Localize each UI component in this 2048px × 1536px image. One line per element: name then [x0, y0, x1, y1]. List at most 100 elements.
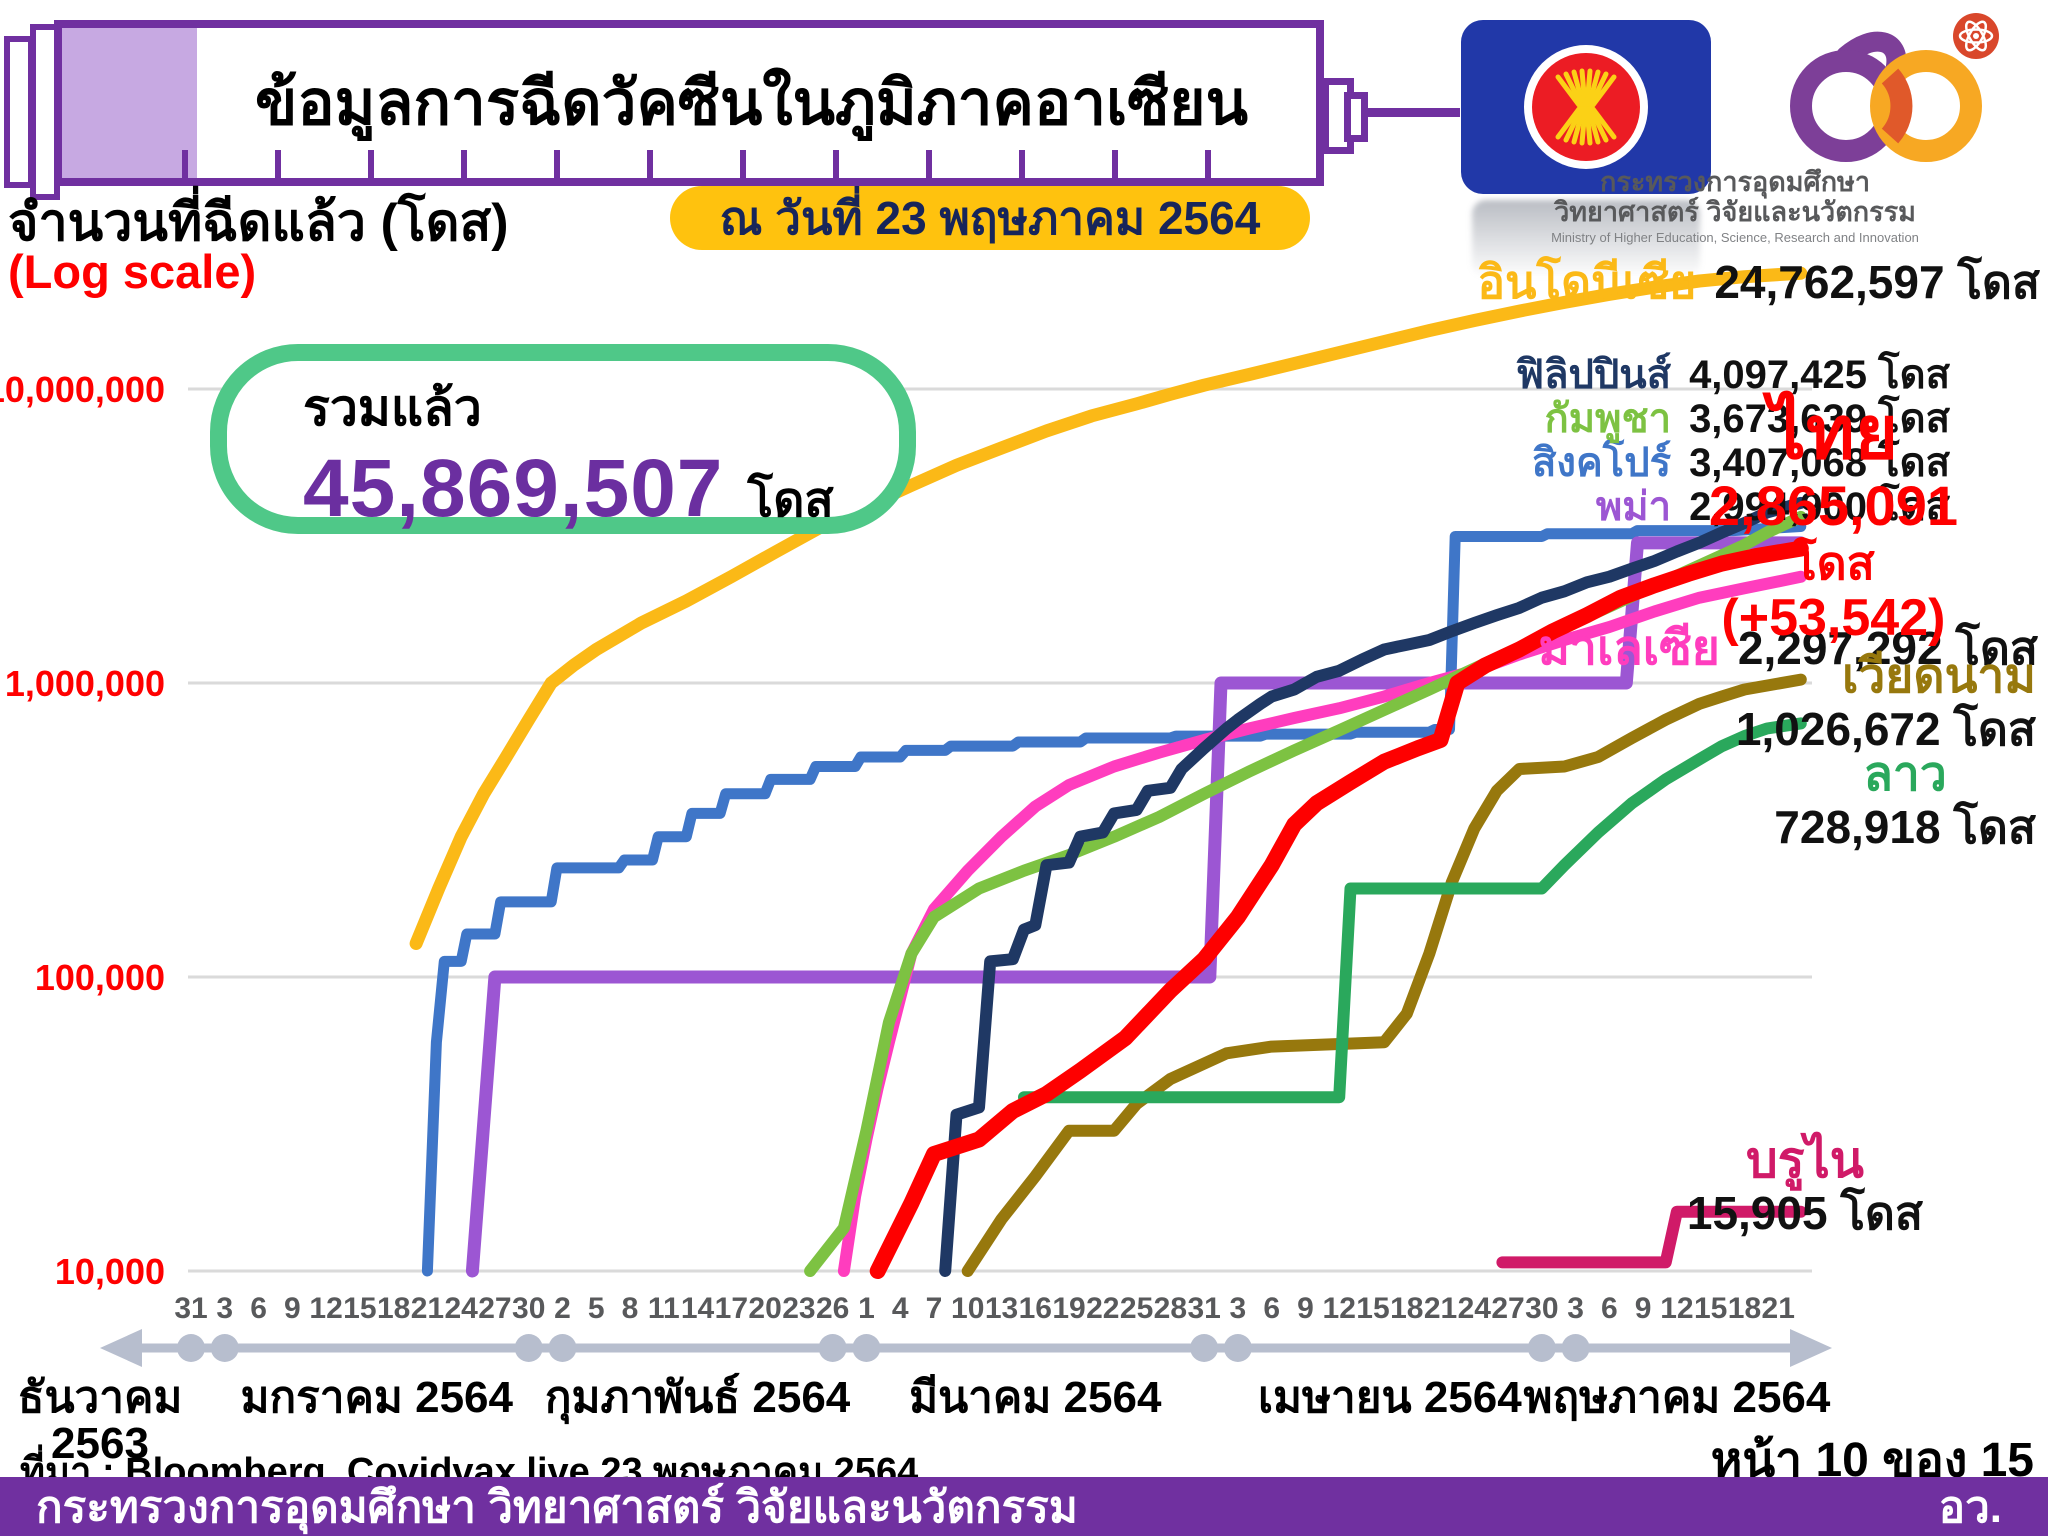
- x-tick-label: 12: [309, 1292, 342, 1325]
- legend-laos: ลาว 728,918 โดส: [1774, 748, 2036, 853]
- x-tick-label: 7: [926, 1292, 943, 1325]
- x-tick-label: 3: [1567, 1292, 1584, 1325]
- x-tick-label: 28: [1154, 1292, 1187, 1325]
- x-tick-label: 5: [588, 1292, 605, 1325]
- legend-name: มาเลเซีย: [1538, 622, 1720, 675]
- y-axis-label: 10,000,000: [0, 369, 165, 410]
- legend-philippines: ฟิลิปปินส์ 4,097,425 โดส: [1516, 342, 1950, 406]
- y-axis-label: 100,000: [35, 957, 165, 998]
- page-title: ข้อมูลการฉีดวัคซีนในภูมิภาคอาเซียน: [255, 69, 1248, 138]
- x-tick-label: 25: [1120, 1292, 1153, 1325]
- legend-vietnam: เวียดนาม 1,026,672 โดส: [1736, 650, 2036, 755]
- month-boundary-dot: [818, 1334, 847, 1362]
- x-tick-label: 18: [377, 1292, 410, 1325]
- x-tick-label: 6: [1601, 1292, 1618, 1325]
- y-axis-title: จำนวนที่ฉีดแล้ว (โดส): [8, 194, 509, 252]
- x-tick-label: 18: [1390, 1292, 1423, 1325]
- legend-name: พม่า: [1595, 485, 1672, 529]
- month-label: มกราคม 2564: [240, 1373, 513, 1422]
- syringe-needle-icon: [1362, 108, 1460, 117]
- syringe-liquid-fill: [62, 28, 197, 178]
- month-boundary-dot: [1561, 1334, 1590, 1362]
- x-tick-label: 15: [1694, 1292, 1727, 1325]
- x-tick-label: 13: [985, 1292, 1018, 1325]
- month-label: กุมภาพันธ์ 2564: [545, 1372, 851, 1425]
- month-label-year: 2563: [51, 1419, 149, 1468]
- footer-ministry-text: กระทรวงการอุดมศึกษา วิทยาศาสตร์ วิจัยและ…: [36, 1482, 1078, 1532]
- syringe-needle-hub-icon: [1344, 92, 1368, 142]
- month-label: พฤษภาคม 2564: [1523, 1373, 1830, 1422]
- month-boundary-dot: [1527, 1334, 1556, 1362]
- x-tick-label: 24: [444, 1292, 478, 1325]
- timeline-arrow-right-icon: [1790, 1329, 1832, 1367]
- legend-delta: (+53,542): [1721, 589, 1946, 648]
- legend-singapore: สิงคโปร์ 3,407,068 โดส: [1532, 430, 1950, 494]
- x-tick-label: 9: [1297, 1292, 1314, 1325]
- series-line-myanmar: [465, 536, 1808, 1278]
- asean-flag-icon: [1461, 20, 1711, 194]
- series-line-brunei: [1496, 1205, 1807, 1269]
- legend-value: 728,918 โดส: [1774, 800, 2036, 853]
- syringe-scale-ticks: [182, 150, 1298, 178]
- legend-thailand: ไทย 2,865,091 โดส (+53,542): [1709, 391, 1958, 648]
- legend-value: 24,762,597 โดส: [1714, 256, 2040, 308]
- month-label: ธันวาคม: [18, 1373, 183, 1422]
- x-tick-label: 20: [748, 1292, 781, 1325]
- footer-abbr: อว.: [1938, 1482, 2002, 1532]
- total-doses-box: รวมแล้ว 45,869,507 โดส: [210, 344, 916, 534]
- total-value: 45,869,507: [303, 443, 724, 534]
- x-tick-label: 11: [648, 1292, 680, 1325]
- legend-unit: โดส: [1792, 536, 1875, 589]
- x-tick-label: 1: [858, 1292, 875, 1325]
- x-tick-label: 6: [250, 1292, 267, 1325]
- month-label: มีนาคม 2564: [909, 1373, 1162, 1422]
- series-line-vietnam: [961, 673, 1807, 1277]
- x-tick-label: 21: [411, 1292, 444, 1325]
- x-tick-label: 15: [1356, 1292, 1389, 1325]
- report-date-badge: ณ วันที่ 23 พฤษภาคม 2564: [670, 186, 1310, 250]
- legend-malaysia: มาเลเซีย 2,297,292 โดส: [1538, 610, 2038, 686]
- ministry-line2: วิทยาศาสตร์ วิจัยและนวัตกรรม: [1554, 196, 1916, 227]
- x-tick-label: 12: [1660, 1292, 1693, 1325]
- legend-brunei: บรูไน 15,905 โดส: [1687, 1132, 1923, 1240]
- month-boundary-dot: [1223, 1334, 1252, 1362]
- x-tick-label: 27: [1491, 1292, 1524, 1325]
- x-tick-label: 9: [284, 1292, 301, 1325]
- x-tick-label: 31: [1187, 1292, 1220, 1325]
- ministry-line1: กระทรวงการอุดมศึกษา: [1600, 167, 1870, 197]
- legend-value: 1,026,672 โดส: [1735, 702, 2036, 755]
- log-scale-note: (Log scale): [8, 245, 257, 298]
- month-label: เมษายน 2564: [1258, 1373, 1522, 1422]
- legend-cambodia: กัมพูชา 3,673,639 โดส: [1545, 386, 1951, 450]
- legend-name: สิงคโปร์: [1532, 441, 1672, 485]
- month-boundary-dot: [514, 1334, 543, 1362]
- legend-name: ไทย: [1768, 391, 1899, 474]
- legend-value: 3,673,639 โดส: [1689, 397, 1950, 441]
- flag-reflection: [1472, 200, 1700, 278]
- legend-name: เวียดนาม: [1841, 650, 2036, 703]
- x-tick-label: 12: [1323, 1292, 1356, 1325]
- x-tick-label: 19: [1052, 1292, 1085, 1325]
- ministry-logo-icon: [1778, 10, 2008, 170]
- month-boundary-dot: [548, 1334, 577, 1362]
- x-tick-label: 23: [782, 1292, 815, 1325]
- timeline-arrow-left-icon: [100, 1329, 142, 1367]
- month-boundary-dot: [177, 1334, 205, 1362]
- series-line-thailand: [869, 540, 1809, 1279]
- x-tick-label: 14: [681, 1292, 715, 1325]
- month-boundary-dot: [852, 1334, 881, 1362]
- total-label: รวมแล้ว: [303, 380, 482, 436]
- x-tick-label: 24: [1458, 1292, 1492, 1325]
- x-tick-label: 16: [1019, 1292, 1052, 1325]
- footer-bar: กระทรวงการอุดมศึกษา วิทยาศาสตร์ วิจัยและ…: [0, 1477, 2048, 1536]
- x-tick-label: 18: [1728, 1292, 1761, 1325]
- y-axis-label: 10,000: [55, 1251, 165, 1292]
- x-tick-label: 21: [1424, 1292, 1457, 1325]
- x-tick-label: 31: [174, 1292, 207, 1325]
- x-tick-label: 2: [554, 1292, 571, 1325]
- series-line-laos: [1018, 717, 1807, 1104]
- legend-value: 3,407,068 โดส: [1689, 441, 1950, 485]
- legend-name: ฟิลิปปินส์: [1515, 353, 1672, 397]
- series-line-indonesia: [409, 266, 1808, 950]
